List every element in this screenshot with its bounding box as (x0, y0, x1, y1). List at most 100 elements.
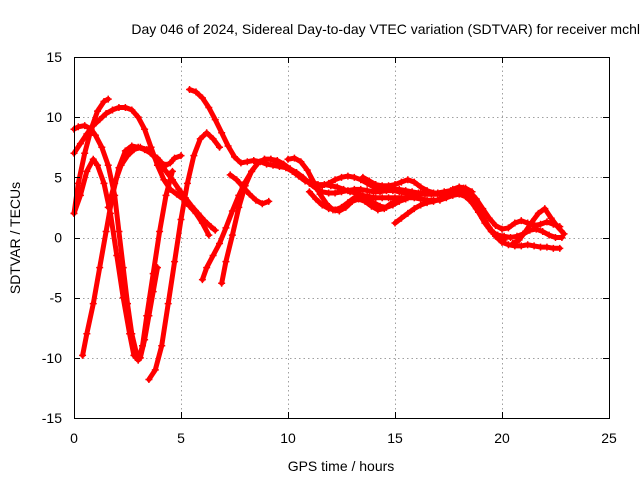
data-point (100, 98, 108, 106)
data-point (222, 258, 230, 266)
data-point (243, 158, 251, 166)
data-point (410, 178, 418, 186)
data-point (344, 172, 352, 180)
data-point (549, 244, 557, 252)
data-point (158, 342, 166, 350)
data-point (79, 351, 87, 359)
data-point (556, 244, 564, 252)
series-arc-9 (198, 155, 564, 284)
data-point (293, 170, 301, 178)
data-point (517, 242, 525, 250)
data-point (318, 182, 326, 190)
data-point (397, 214, 405, 222)
data-point (389, 201, 397, 209)
y-tick-label: -15 (42, 410, 62, 426)
data-point (357, 193, 365, 201)
data-point (284, 155, 292, 163)
data-point (190, 152, 198, 160)
data-point (143, 146, 151, 154)
data-point (177, 215, 185, 223)
data-point (541, 205, 549, 213)
data-point (138, 342, 146, 350)
data-point (404, 176, 412, 184)
data-point (365, 177, 373, 185)
data-point (83, 330, 91, 338)
data-point (254, 159, 262, 167)
data-point (417, 201, 425, 209)
data-point (318, 201, 326, 209)
data-point (507, 234, 515, 241)
data-point (235, 203, 243, 211)
data-point (357, 185, 365, 193)
data-point (224, 142, 232, 150)
data-point (430, 197, 438, 205)
x-tick-label: 0 (70, 430, 78, 446)
data-point (218, 129, 226, 137)
data-point (198, 276, 206, 284)
data-point (260, 155, 268, 163)
data-point (468, 188, 476, 196)
x-axis-label: GPS time / hours (288, 458, 395, 474)
data-point (494, 232, 502, 240)
data-point (258, 200, 266, 208)
series-trace (392, 186, 507, 243)
data-point (203, 264, 211, 272)
data-point (117, 161, 125, 169)
data-point (211, 226, 219, 234)
data-point (333, 183, 341, 191)
data-point (222, 224, 230, 232)
data-point (455, 183, 463, 191)
series-arc-16 (509, 205, 568, 248)
data-point (124, 152, 131, 160)
data-point (164, 300, 172, 308)
data-point (205, 104, 213, 112)
data-point (530, 242, 538, 250)
data-point (160, 176, 168, 184)
data-point (423, 187, 431, 195)
data-point (186, 85, 194, 93)
data-point (509, 240, 517, 248)
data-point (248, 167, 256, 175)
data-point (233, 176, 241, 184)
data-point (397, 178, 405, 186)
data-point (151, 366, 159, 374)
data-point (391, 219, 399, 227)
data-point (134, 356, 142, 364)
data-point (537, 243, 545, 251)
data-point (269, 161, 277, 169)
data-point (228, 231, 236, 239)
data-point (76, 140, 84, 148)
data-point (143, 312, 151, 320)
series-arc-10 (218, 155, 564, 287)
data-point (560, 230, 568, 238)
data-point (177, 152, 185, 160)
data-point (430, 189, 438, 197)
data-point (325, 189, 333, 197)
data-point (87, 125, 95, 133)
data-point (378, 182, 386, 190)
data-point (83, 167, 91, 175)
data-point (162, 191, 170, 199)
x-tick-label: 15 (387, 430, 403, 446)
data-point (325, 179, 333, 187)
data-point (534, 209, 542, 217)
data-point (194, 209, 202, 217)
data-point (492, 221, 500, 229)
data-point (436, 190, 444, 198)
data-point (168, 167, 176, 175)
data-point (537, 220, 545, 228)
data-point (81, 149, 89, 157)
data-point (126, 330, 134, 338)
data-point (543, 243, 551, 251)
data-point (136, 143, 144, 151)
data-point (350, 194, 358, 202)
data-point (188, 202, 196, 210)
data-point (286, 165, 294, 173)
data-point (280, 161, 288, 169)
data-point (382, 203, 390, 211)
y-tick-label: 10 (46, 109, 62, 125)
data-point (331, 206, 339, 214)
data-point (104, 203, 112, 211)
data-point (543, 218, 551, 226)
